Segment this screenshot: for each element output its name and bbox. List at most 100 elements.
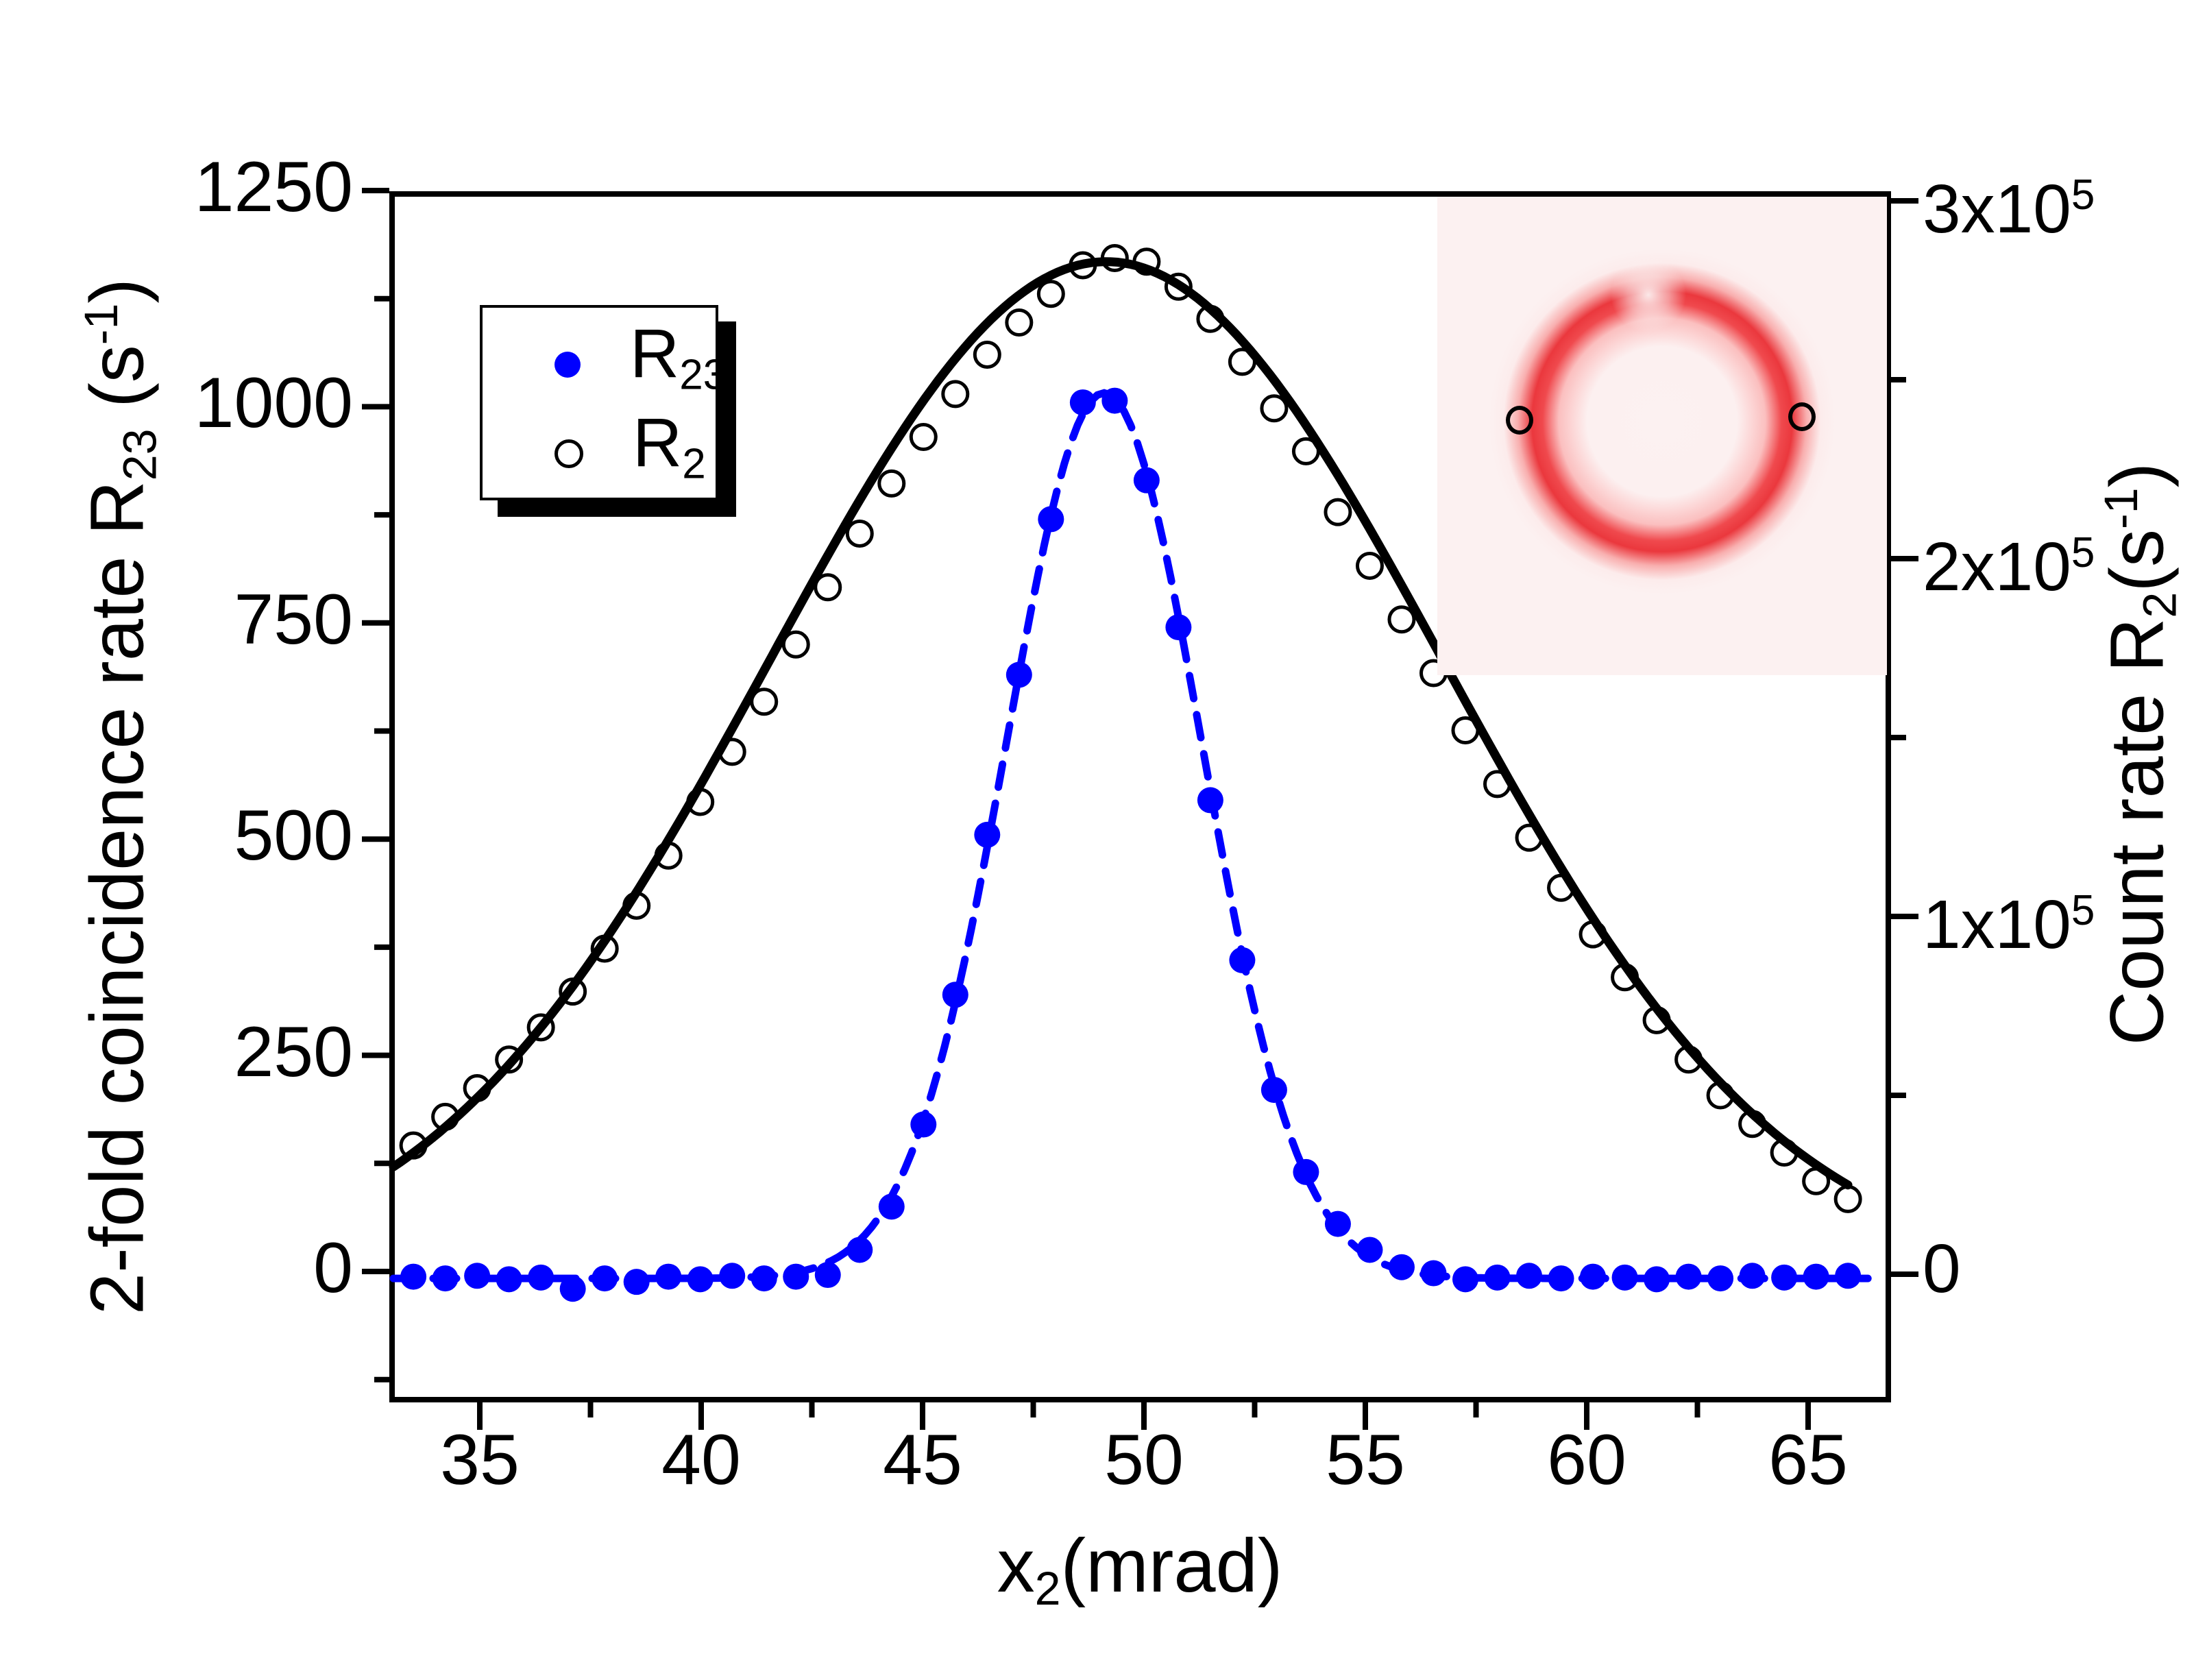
r2-point	[431, 1102, 460, 1131]
r23-point	[1388, 1254, 1415, 1280]
r2-point	[1770, 1139, 1799, 1167]
r23-point	[1356, 1237, 1383, 1263]
r23-point	[1484, 1264, 1511, 1291]
r23-point	[1548, 1265, 1574, 1292]
r2-point	[941, 380, 970, 409]
r2-point	[1324, 498, 1352, 526]
r2-point	[1802, 1167, 1831, 1195]
r23-point	[751, 1265, 777, 1292]
filled-circle-icon	[554, 352, 581, 378]
r23-point	[496, 1266, 522, 1293]
r23-point	[559, 1276, 586, 1302]
r2-point	[622, 891, 651, 920]
r23-point	[528, 1264, 554, 1291]
r2-point	[1674, 1045, 1703, 1074]
r2-point	[1611, 963, 1640, 992]
r2-point	[1036, 280, 1065, 308]
r2-point	[845, 519, 874, 548]
r23-point	[623, 1269, 650, 1295]
r23-point	[719, 1263, 746, 1289]
r2-point	[526, 1013, 555, 1042]
r2-point	[973, 340, 1001, 369]
detector-marker-right-icon	[1788, 402, 1816, 431]
r2-point	[654, 841, 683, 870]
x-tick-label: 60	[1547, 1420, 1626, 1500]
legend-item-r2: R2	[483, 409, 716, 491]
ring-notch	[1600, 257, 1696, 332]
r2-point	[1196, 304, 1225, 333]
r23-point	[878, 1193, 905, 1220]
plot-frame	[389, 191, 1891, 1402]
r2-point	[814, 573, 842, 602]
r23-point	[432, 1265, 459, 1292]
x-tick-label: 35	[440, 1420, 520, 1500]
r23-point	[1133, 467, 1160, 494]
r2-point	[718, 738, 746, 766]
r23-point	[592, 1265, 618, 1292]
r23-point	[1229, 947, 1256, 973]
y-right-tick-label: 2x105	[1923, 528, 2095, 606]
x-tick-label: 65	[1768, 1420, 1848, 1500]
r23-point	[1197, 787, 1223, 814]
r23-point	[1739, 1263, 1766, 1289]
r2-point	[1355, 551, 1384, 580]
r2-point	[1515, 823, 1544, 852]
r2-point	[495, 1045, 524, 1074]
r2-point	[590, 934, 619, 963]
r2-point	[1451, 716, 1480, 745]
r2-point	[1132, 247, 1161, 276]
legend-item-r23: R23	[483, 319, 727, 402]
r23-point	[1707, 1265, 1734, 1292]
r2-point	[750, 687, 779, 716]
r23-point	[1420, 1260, 1447, 1287]
r23-point	[1516, 1263, 1543, 1289]
r2-point	[559, 977, 587, 1006]
r23-point	[1165, 614, 1192, 641]
r23-point	[464, 1263, 491, 1289]
r2-point	[781, 630, 810, 659]
r2-point	[909, 423, 938, 452]
x-tick-label: 55	[1326, 1420, 1405, 1500]
r2-point	[1069, 251, 1097, 280]
r23-point	[1675, 1263, 1702, 1290]
r23-point	[846, 1237, 873, 1263]
x-axis-title: x2(mrad)	[997, 1524, 1283, 1616]
r2-point	[686, 788, 715, 816]
r2-point	[399, 1131, 428, 1160]
r2-point	[1833, 1184, 1862, 1213]
r23-point	[974, 821, 1001, 848]
r23-point	[1069, 389, 1096, 416]
open-circle-icon	[554, 439, 583, 468]
r23-point	[942, 982, 968, 1008]
r2-point	[1228, 348, 1256, 376]
r2-point	[1100, 244, 1129, 273]
r23-point	[687, 1266, 714, 1293]
r2-point	[1260, 394, 1289, 423]
y-right-axis-title: Count rate R2(s-1)	[2095, 462, 2186, 1046]
x-tick-label: 45	[883, 1420, 962, 1500]
r2-point	[1291, 437, 1320, 465]
legend: R23 R2	[480, 305, 727, 500]
r2-point	[1579, 920, 1607, 949]
r23-point	[1260, 1077, 1287, 1104]
r23-point	[1005, 661, 1032, 688]
r23-point	[783, 1263, 809, 1290]
r2-point	[1706, 1081, 1735, 1110]
legend-label-r23: R23	[630, 315, 727, 399]
x-tick-label: 50	[1104, 1420, 1184, 1500]
r23-point	[1611, 1264, 1638, 1291]
y-left-tick-label: 750	[234, 579, 353, 659]
legend-label-r2: R2	[633, 404, 706, 488]
r23-point	[1644, 1266, 1670, 1293]
r23-point	[1452, 1266, 1478, 1293]
r23-point	[1580, 1263, 1607, 1290]
r23-point	[1038, 506, 1064, 533]
r2-point	[1738, 1110, 1767, 1139]
y-right-tick-label: 0	[1923, 1230, 1961, 1307]
r2-point	[1483, 770, 1512, 799]
r2-point	[1547, 873, 1576, 902]
y-left-tick-label: 0	[313, 1228, 353, 1308]
r23-point	[814, 1262, 841, 1289]
